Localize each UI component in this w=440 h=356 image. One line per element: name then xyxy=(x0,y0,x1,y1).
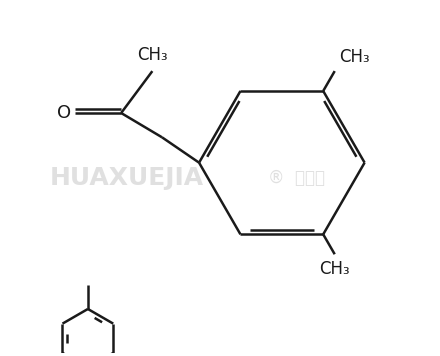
Text: O: O xyxy=(57,104,71,122)
Text: CH₃: CH₃ xyxy=(137,46,168,64)
Text: ®  化学加: ® 化学加 xyxy=(268,169,325,187)
Text: HUAXUEJIA: HUAXUEJIA xyxy=(49,166,204,190)
Text: CH₃: CH₃ xyxy=(339,48,370,67)
Text: CH₃: CH₃ xyxy=(319,260,350,278)
